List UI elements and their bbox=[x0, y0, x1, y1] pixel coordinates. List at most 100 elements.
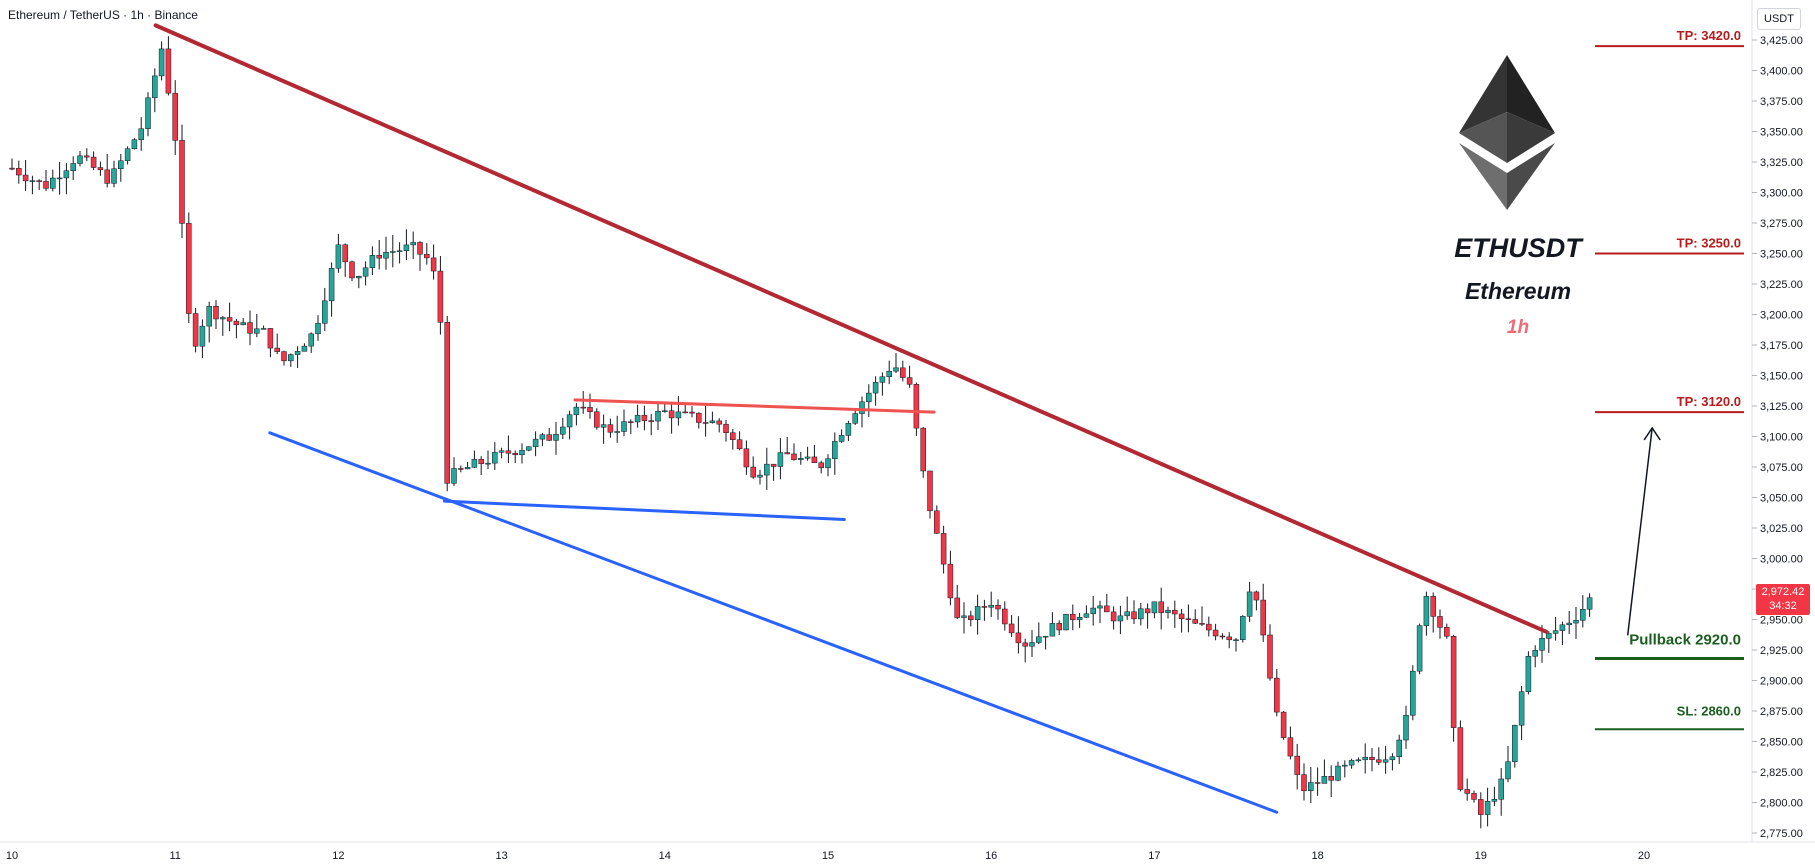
price-tick-label: 3,175.00 bbox=[1760, 340, 1803, 352]
candle-body bbox=[267, 328, 274, 349]
candle-body bbox=[172, 92, 178, 141]
candle-body bbox=[349, 261, 355, 279]
candle-body bbox=[437, 270, 444, 323]
candle-body bbox=[315, 323, 321, 335]
price-tick-label: 2,950.00 bbox=[1760, 615, 1803, 627]
candle-body bbox=[1144, 608, 1151, 614]
candle-body bbox=[607, 424, 614, 433]
candle-body bbox=[492, 452, 498, 464]
candle-body bbox=[519, 449, 525, 456]
candle-body bbox=[362, 267, 369, 277]
candle-body bbox=[580, 406, 586, 409]
candle-body bbox=[988, 604, 994, 608]
price-tick-label: 2,825.00 bbox=[1760, 767, 1803, 779]
candle-body bbox=[1042, 635, 1049, 638]
price-tick-label: 3,225.00 bbox=[1760, 279, 1803, 291]
candle-body bbox=[485, 462, 491, 465]
candle-body bbox=[1552, 630, 1559, 634]
candle-body bbox=[1158, 601, 1164, 613]
candle-body bbox=[702, 422, 709, 424]
candle-body bbox=[696, 412, 702, 423]
candle-body bbox=[458, 468, 464, 470]
candle-body bbox=[866, 392, 872, 403]
candle-body bbox=[260, 328, 267, 330]
inner-support-trendline bbox=[442, 499, 846, 521]
candle-body bbox=[254, 328, 260, 334]
level-label-pullback: Pullback 2920.0 bbox=[1629, 632, 1741, 649]
candle-body bbox=[757, 474, 763, 478]
price-tick-label: 3,025.00 bbox=[1760, 523, 1803, 535]
candle-body bbox=[1083, 613, 1090, 618]
candle-body bbox=[1416, 625, 1423, 672]
candle-body bbox=[587, 407, 593, 412]
candle-body bbox=[376, 255, 382, 259]
candle-body bbox=[43, 181, 49, 189]
candle-body bbox=[1165, 609, 1171, 613]
price-tick-label: 3,350.00 bbox=[1760, 127, 1803, 139]
candle-body bbox=[770, 463, 777, 467]
candle-body bbox=[1301, 774, 1307, 791]
level-label-sl: SL: 2860.0 bbox=[1677, 703, 1741, 718]
price-tick-label: 3,400.00 bbox=[1760, 66, 1803, 78]
candle-body bbox=[1097, 605, 1103, 609]
candle-body bbox=[1498, 778, 1504, 800]
candle-body bbox=[920, 427, 926, 472]
candle-body bbox=[553, 434, 559, 441]
candle-body bbox=[1008, 623, 1015, 634]
candle-body bbox=[1104, 605, 1110, 613]
candle-body bbox=[274, 347, 280, 352]
candle-body bbox=[1253, 591, 1260, 601]
candle-body bbox=[16, 167, 22, 176]
candle-body bbox=[498, 450, 505, 453]
currency-badge[interactable]: USDT bbox=[1757, 8, 1801, 30]
price-tick-label: 3,375.00 bbox=[1760, 96, 1803, 108]
candle-body bbox=[1396, 739, 1402, 757]
candle-body bbox=[1355, 759, 1362, 762]
candle-body bbox=[213, 306, 219, 320]
candle-body bbox=[961, 615, 967, 618]
support-trendline bbox=[268, 431, 1279, 814]
candle-body bbox=[689, 411, 695, 414]
price-tick-label: 3,150.00 bbox=[1760, 371, 1803, 383]
candle-body bbox=[29, 180, 36, 182]
projection-arrow-line bbox=[1626, 427, 1653, 636]
candle-body bbox=[1029, 642, 1035, 647]
candle-body bbox=[124, 148, 131, 161]
candle-body bbox=[403, 244, 410, 251]
candle-body bbox=[791, 453, 797, 460]
candle-body bbox=[974, 606, 981, 621]
inner-resistance-trendline bbox=[573, 398, 936, 414]
price-tick-label: 2,875.00 bbox=[1760, 706, 1803, 718]
time-tick-label: 11 bbox=[169, 850, 180, 862]
level-label-tp: TP: 3420.0 bbox=[1677, 28, 1741, 43]
candle-body bbox=[546, 434, 552, 441]
candle-body bbox=[634, 414, 641, 423]
candle-body bbox=[566, 414, 573, 428]
candle-body bbox=[940, 533, 947, 565]
price-tick-label: 2,800.00 bbox=[1760, 798, 1803, 810]
candle-body bbox=[63, 170, 70, 179]
price-tick-label: 3,300.00 bbox=[1760, 188, 1803, 200]
candle-body bbox=[1471, 793, 1477, 800]
candle-body bbox=[1172, 609, 1178, 615]
candle-body bbox=[736, 439, 743, 450]
candle-body bbox=[1151, 601, 1158, 614]
candle-body bbox=[954, 597, 960, 618]
candle-body bbox=[131, 139, 138, 149]
candle-body bbox=[77, 155, 83, 164]
candle-body bbox=[594, 411, 600, 428]
candle-body bbox=[981, 606, 988, 608]
candle-body bbox=[723, 423, 729, 433]
time-tick-label: 13 bbox=[495, 850, 507, 862]
price-tick-label: 3,250.00 bbox=[1760, 249, 1803, 261]
price-tick-label: 2,925.00 bbox=[1760, 645, 1803, 657]
candle-body bbox=[179, 140, 185, 224]
candle-body bbox=[22, 174, 29, 182]
candle-body bbox=[1403, 715, 1409, 741]
candle-body bbox=[1131, 611, 1137, 620]
candle-body bbox=[1580, 609, 1586, 621]
candle-body bbox=[328, 267, 335, 302]
candle-body bbox=[539, 434, 546, 440]
